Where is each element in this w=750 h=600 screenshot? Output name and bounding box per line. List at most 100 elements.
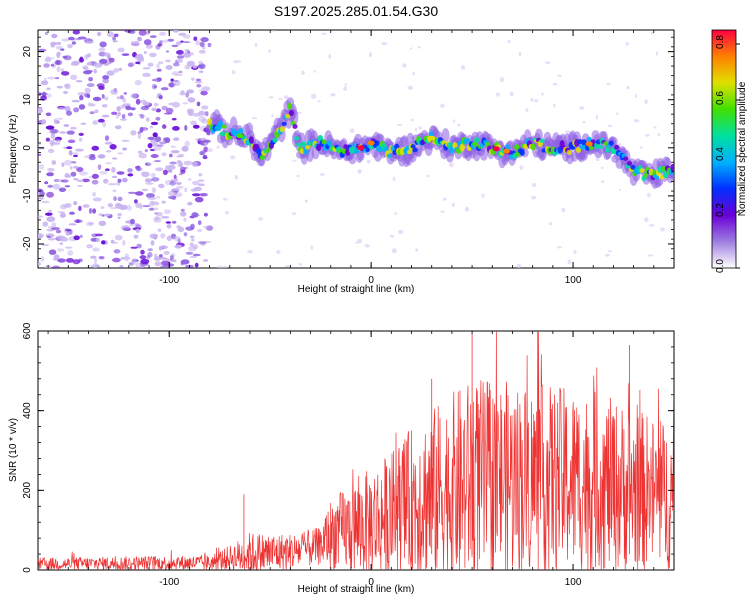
faint-blob xyxy=(254,42,258,48)
noise-blob xyxy=(180,166,186,172)
noise-blob xyxy=(61,162,65,167)
faint-blob xyxy=(283,95,289,99)
noise-blob xyxy=(75,148,84,152)
noise-blob xyxy=(113,249,121,254)
faint-blob xyxy=(645,133,650,137)
noise-blob xyxy=(180,40,184,43)
track-core xyxy=(608,140,614,146)
noise-blob xyxy=(57,258,66,263)
noise-blob xyxy=(41,119,47,125)
y-tick-label: 10 xyxy=(22,94,33,106)
noise-blob xyxy=(94,174,100,179)
noise-blob xyxy=(144,178,153,183)
noise-blob xyxy=(50,41,58,46)
noise-blob xyxy=(64,246,73,249)
noise-blob xyxy=(58,187,67,193)
faint-blob xyxy=(440,103,445,109)
faint-blob xyxy=(518,51,522,57)
noise-blob xyxy=(122,256,131,260)
noise-blob xyxy=(118,105,126,109)
noise-blob xyxy=(102,75,110,80)
noise-blob xyxy=(147,197,157,200)
faint-blob xyxy=(565,130,571,134)
noise-blob xyxy=(173,174,177,180)
noise-blob xyxy=(78,132,84,136)
noise-blob xyxy=(67,139,76,144)
track-halo xyxy=(655,178,664,187)
faint-blob xyxy=(291,212,297,216)
noise-blob xyxy=(102,78,109,84)
noise-blob xyxy=(151,107,158,112)
track-core xyxy=(279,126,285,133)
noise-blob xyxy=(153,145,162,151)
track-hotspot xyxy=(502,148,510,154)
noise-blob xyxy=(47,225,55,229)
noise-blob xyxy=(138,30,147,36)
noise-blob xyxy=(150,154,159,158)
y-tick-label: 200 xyxy=(22,482,33,499)
faint-blob xyxy=(516,264,522,268)
noise-blob xyxy=(66,130,75,135)
noise-blob xyxy=(191,161,198,167)
faint-blob xyxy=(271,113,274,118)
faint-blob xyxy=(217,265,224,268)
noise-blob xyxy=(201,105,209,110)
faint-blob xyxy=(525,108,529,112)
faint-blob xyxy=(481,193,485,198)
faint-blob xyxy=(519,165,524,170)
noise-blob xyxy=(99,170,108,175)
noise-blob xyxy=(198,241,207,245)
noise-blob xyxy=(180,211,187,217)
track-core xyxy=(316,143,322,152)
noise-blob xyxy=(177,153,185,157)
noise-blob xyxy=(178,70,183,74)
noise-blob xyxy=(166,224,172,229)
noise-blob xyxy=(114,125,122,130)
faint-blob xyxy=(292,159,297,162)
faint-blob xyxy=(233,60,240,64)
noise-blob xyxy=(50,133,56,139)
noise-blob xyxy=(166,164,176,170)
noise-blob xyxy=(101,114,110,118)
noise-blob xyxy=(197,64,204,68)
noise-blob xyxy=(171,80,179,82)
noise-blob xyxy=(124,253,129,258)
snr-y-ticks: 0 200 400 600 xyxy=(22,322,674,573)
noise-blob xyxy=(185,251,194,255)
noise-blob xyxy=(78,258,83,263)
faint-blob xyxy=(457,123,461,127)
noise-blob xyxy=(189,242,194,247)
faint-blob xyxy=(223,265,227,268)
noise-blob xyxy=(139,126,144,133)
noise-blob xyxy=(199,151,205,156)
noise-blob xyxy=(130,246,138,249)
noise-blob xyxy=(122,177,128,183)
colorbar-ticks: 0.0 0.2 0.4 0.6 0.8 xyxy=(715,35,740,273)
noise-blob xyxy=(146,255,151,259)
noise-blob xyxy=(61,38,70,42)
noise-blob xyxy=(130,107,136,111)
noise-blob xyxy=(169,255,174,261)
noise-blob xyxy=(182,102,189,105)
noise-blob xyxy=(62,90,69,95)
noise-blob xyxy=(158,254,163,258)
faint-blob xyxy=(635,93,638,98)
faint-blob xyxy=(541,92,544,96)
noise-blob xyxy=(59,212,66,218)
faint-blob xyxy=(414,127,418,132)
noise-blob xyxy=(59,242,63,245)
noise-blob xyxy=(96,237,100,242)
noise-blob xyxy=(200,192,209,197)
noise-blob xyxy=(47,148,55,154)
noise-blob xyxy=(194,262,199,268)
faint-blob xyxy=(304,199,308,203)
noise-blob xyxy=(47,184,53,188)
faint-blob xyxy=(618,188,622,191)
noise-blob xyxy=(47,167,55,172)
noise-blob xyxy=(198,49,206,54)
noise-blob xyxy=(147,143,153,149)
noise-blob xyxy=(159,31,167,36)
snr-x-axis-label: Height of straight line (km) xyxy=(298,584,415,595)
noise-blob xyxy=(130,93,138,99)
noise-blob xyxy=(161,152,167,157)
